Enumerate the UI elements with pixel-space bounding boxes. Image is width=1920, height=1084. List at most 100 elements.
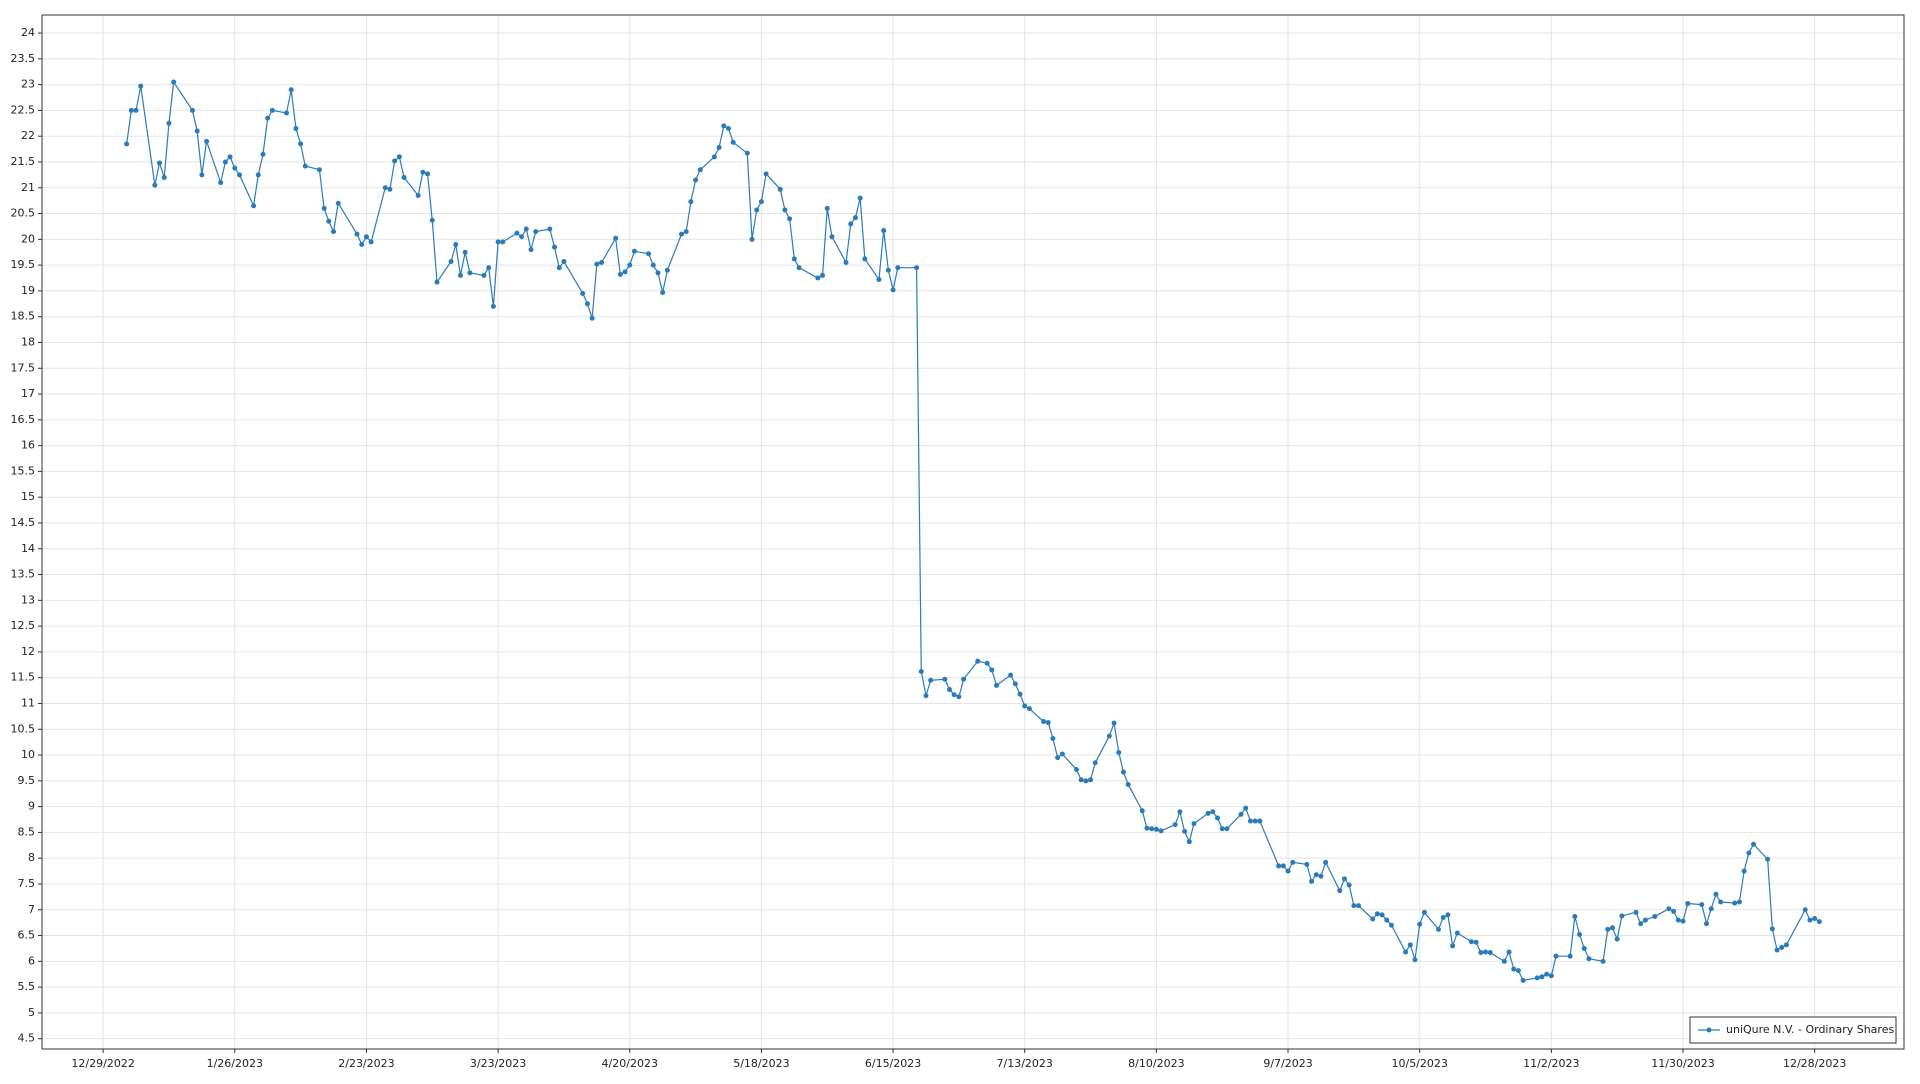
y-tick-label: 19 [21, 284, 35, 297]
point [392, 158, 398, 164]
point [1370, 916, 1376, 922]
point [617, 271, 623, 277]
point [1539, 974, 1545, 980]
point [1769, 926, 1775, 932]
point [500, 239, 506, 245]
point [1055, 755, 1061, 761]
point [777, 186, 783, 192]
point [1012, 681, 1018, 687]
point [820, 272, 826, 278]
x-tick-label: 11/2/2023 [1523, 1057, 1579, 1070]
point [885, 267, 891, 273]
point [852, 215, 858, 221]
point [989, 667, 995, 673]
y-tick-label: 18.5 [11, 310, 36, 323]
point [1421, 909, 1427, 915]
point [1205, 810, 1211, 816]
y-tick-label: 21.5 [11, 155, 36, 168]
point [547, 226, 553, 232]
point [194, 128, 200, 134]
point [457, 272, 463, 278]
point [331, 229, 337, 235]
point [791, 256, 797, 262]
y-tick-label: 8 [28, 851, 35, 864]
point [1614, 936, 1620, 942]
point [1671, 908, 1677, 914]
point [1609, 925, 1615, 931]
point [961, 676, 967, 682]
point [994, 682, 1000, 688]
point [1139, 808, 1145, 814]
legend-label: uniQure N.V. - Ordinary Shares [1726, 1023, 1894, 1036]
y-tick-label: 23 [21, 78, 35, 91]
point [914, 265, 920, 271]
point [1511, 966, 1517, 972]
y-tick-label: 12 [21, 645, 35, 658]
x-tick-label: 5/18/2023 [733, 1057, 789, 1070]
point [284, 110, 290, 116]
point [1182, 828, 1188, 834]
point [951, 692, 957, 698]
point [1059, 751, 1065, 757]
point [589, 315, 595, 321]
point [1751, 841, 1757, 847]
point [236, 172, 242, 178]
point [1078, 777, 1084, 783]
point [519, 234, 525, 240]
point [561, 259, 567, 265]
point [650, 262, 656, 268]
point [255, 172, 261, 178]
point [1247, 818, 1253, 824]
point [622, 269, 628, 275]
point [1215, 815, 1221, 821]
point [1685, 901, 1691, 907]
point [683, 229, 689, 235]
point [1050, 736, 1056, 742]
point [688, 199, 694, 205]
point [1313, 872, 1319, 878]
point [946, 687, 952, 693]
point [956, 694, 962, 700]
point [420, 169, 426, 175]
y-tick-label: 16.5 [11, 413, 36, 426]
point [744, 150, 750, 156]
point [1816, 919, 1822, 925]
point [326, 218, 332, 224]
point [1478, 950, 1484, 956]
x-tick-label: 8/10/2023 [1128, 1057, 1184, 1070]
point [302, 163, 308, 169]
y-tick-label: 23.5 [11, 52, 36, 65]
x-tick-label: 11/30/2023 [1651, 1057, 1714, 1070]
point [1450, 943, 1456, 949]
point [335, 200, 341, 206]
point [199, 172, 205, 178]
x-tick-label: 2/23/2023 [338, 1057, 394, 1070]
point [1544, 971, 1550, 977]
point [664, 267, 670, 273]
point [298, 141, 304, 147]
point [1600, 958, 1606, 964]
point [876, 277, 882, 283]
point [401, 174, 407, 180]
point [1022, 703, 1028, 709]
point [1473, 939, 1479, 945]
y-tick-label: 13 [21, 593, 35, 606]
point [1280, 863, 1286, 869]
point [716, 145, 722, 151]
point [1285, 868, 1291, 874]
y-tick-label: 14 [21, 542, 35, 555]
point [1337, 888, 1343, 894]
point [1812, 916, 1818, 922]
point [697, 167, 703, 173]
y-tick-label: 9 [28, 800, 35, 813]
point [157, 160, 163, 166]
point [1083, 778, 1089, 784]
point [124, 141, 130, 147]
point [128, 107, 134, 113]
point [787, 216, 793, 222]
point [1699, 902, 1705, 908]
y-tick-label: 22.5 [11, 103, 36, 116]
point [1318, 873, 1324, 879]
point [763, 171, 769, 177]
point [288, 87, 294, 93]
